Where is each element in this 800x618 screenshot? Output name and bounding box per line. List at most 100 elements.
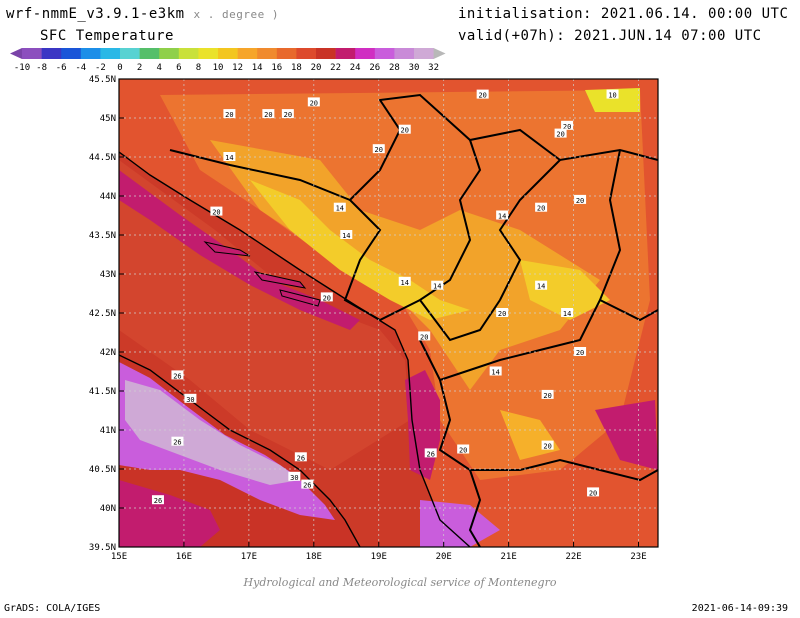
contour-label: 20	[418, 331, 431, 341]
credits-text: Hydrological and Meteorological service …	[243, 576, 557, 589]
generation-timestamp: 2021-06-14-09:39	[691, 603, 788, 614]
lon-label: 21E	[501, 552, 517, 562]
model-run-title: wrf-nmmE_v3.9.1-e3km x . degree )	[6, 6, 279, 22]
contour-label: 14	[489, 366, 502, 377]
lowland-hot-zone	[420, 500, 500, 547]
scale-swatch	[394, 48, 415, 59]
contour-label: 14	[535, 280, 548, 291]
init-label: initialisation:	[458, 6, 592, 22]
lat-label: 43N	[100, 270, 116, 280]
contour-label: 26	[294, 452, 307, 462]
lon-label: 19E	[371, 552, 387, 562]
contour-label-text: 20	[225, 111, 233, 119]
scale-tick-label: -6	[56, 63, 67, 73]
contour-label-text: 14	[498, 213, 506, 221]
contour-label: 20	[476, 89, 489, 100]
contour-label-text: 20	[576, 349, 584, 357]
italy-hottest-zone	[125, 380, 300, 485]
contour-label-box	[307, 97, 320, 107]
contour-label: 20	[561, 120, 574, 131]
contour-label-box	[333, 202, 346, 212]
scale-end-high	[433, 48, 446, 59]
contour-label-text: 20	[537, 205, 545, 213]
contour-label-text: 14	[491, 369, 499, 377]
contour-label-text: 30	[186, 396, 194, 404]
scale-tick-label: 24	[350, 63, 361, 73]
contour-label: 14	[496, 210, 509, 221]
contour-label-text: 20	[563, 123, 571, 131]
scale-tick-label: -10	[14, 63, 30, 73]
scale-swatch	[80, 48, 101, 59]
contour-label-text: 26	[303, 482, 311, 490]
scale-swatch	[257, 48, 278, 59]
contour-label: 26	[424, 448, 437, 458]
scale-tick-label: 6	[176, 63, 181, 73]
contour-label-box	[340, 230, 353, 239]
coastal-hot-strip	[119, 170, 360, 330]
contour-label-box	[476, 89, 489, 99]
contour-label: 20	[541, 389, 554, 400]
contour-label-text: 20	[401, 127, 409, 135]
scale-swatch	[159, 48, 180, 59]
contour-label-text: 20	[556, 131, 564, 139]
contour-label: 14	[340, 230, 353, 240]
scale-swatch	[198, 48, 219, 59]
scale-tick-label: -4	[75, 63, 86, 73]
contour-label: 10	[606, 89, 619, 100]
contour-label: 20	[307, 97, 320, 107]
island	[279, 289, 321, 307]
lat-label: 45N	[100, 114, 116, 124]
contour-label-text: 14	[401, 279, 409, 287]
scale-swatch	[100, 48, 121, 59]
contour-label-text: 20	[375, 146, 383, 154]
contour-label-box	[424, 448, 437, 458]
graticule	[119, 79, 658, 547]
contour-label: 14	[223, 152, 236, 162]
lat-label: 40.5N	[89, 465, 116, 475]
scale-tick-label: 28	[389, 63, 400, 73]
contour-label-box	[151, 495, 164, 505]
contour-label-box	[184, 393, 197, 403]
scale-swatch	[316, 48, 336, 59]
scale-tick-label: 18	[291, 63, 302, 73]
contour-label-text: 20	[576, 197, 584, 205]
scale-end-low	[10, 48, 22, 59]
contour-label: 26	[301, 479, 314, 490]
contour-label-box	[541, 440, 554, 450]
contour-label-text: 20	[420, 333, 428, 341]
scale-tick-label: 4	[156, 63, 161, 73]
country-border	[468, 469, 482, 547]
lon-label: 22E	[565, 552, 581, 562]
country-border	[419, 149, 622, 382]
contour-label: 26	[171, 436, 184, 447]
contour-label-text: 20	[589, 489, 597, 497]
lat-label: 41.5N	[89, 387, 116, 397]
scale-swatch	[218, 48, 238, 59]
init-value: 2021.06.14. 00:00 UTC	[600, 6, 789, 22]
contour-label-box	[496, 210, 509, 220]
contour-label-text: 26	[173, 372, 181, 380]
lat-label: 42.5N	[89, 309, 116, 319]
lon-label: 17E	[241, 552, 257, 562]
country-border	[599, 299, 658, 322]
scale-tick-label: 32	[428, 63, 439, 73]
units-label: x . degree )	[193, 8, 279, 21]
model-name: wrf-nmmE_v3.9.1-e3km	[6, 6, 185, 22]
scale-swatch	[237, 48, 258, 59]
contour-label-box	[606, 89, 619, 99]
contour-label-box	[561, 120, 574, 130]
lat-label: 45.5N	[89, 75, 116, 85]
contour-label-text: 20	[264, 111, 272, 119]
contour-label-text: 26	[173, 439, 181, 447]
contour-label-box	[171, 436, 184, 446]
contour-label-text: 14	[225, 154, 233, 162]
lon-label: 18E	[306, 552, 322, 562]
longitude-axis: 15E 16E 17E 18E 19E 20E 21E 22E 23E	[111, 542, 647, 562]
italy-hot-zone	[119, 480, 220, 547]
contour-label: 20	[262, 109, 275, 119]
valid-label: valid(+07h):	[458, 28, 566, 44]
contour-label: 20	[281, 109, 294, 119]
contour-label: 20	[496, 308, 509, 318]
contour-label-text: 20	[212, 209, 220, 217]
